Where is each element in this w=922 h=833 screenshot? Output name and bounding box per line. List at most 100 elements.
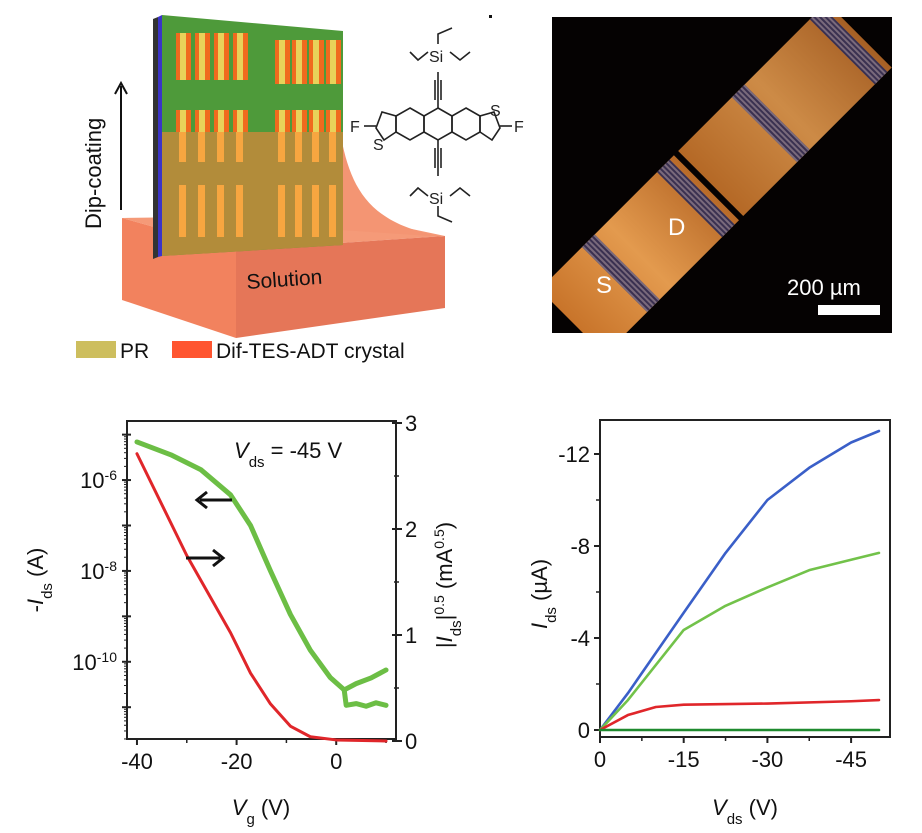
photoresist-stripe — [296, 40, 302, 84]
vds-annotation-part: ds — [249, 454, 265, 471]
output-series-red — [598, 698, 881, 732]
transfer-left-axis-label-part: (A) — [23, 548, 48, 583]
arrow-head — [212, 548, 226, 568]
x-tick-label-part: -40 — [121, 749, 153, 774]
submerged-electrode — [329, 132, 336, 162]
x-tick-label: 0 — [330, 749, 342, 774]
transfer-series — [134, 439, 389, 743]
electrode-array-submerged — [179, 132, 336, 237]
transfer-left-axis-label-part: ds — [39, 583, 56, 599]
molecule-atom-labels: Si Si F F S S — [350, 49, 524, 208]
photoresist-stripe — [313, 40, 319, 84]
output-y-axis-label-part: I — [527, 623, 552, 629]
y-tick-label: -8 — [570, 534, 590, 559]
atom-si-bottom: Si — [429, 191, 443, 208]
output-labels: 0 -4 -8 -12 0 -15 -30 -45 Vds (V) Ids (µA) — [527, 442, 867, 828]
photoresist-stripe — [199, 110, 205, 132]
output-series-light-green — [598, 551, 881, 732]
transfer-plot-frame — [126, 420, 397, 740]
stray-dot — [489, 15, 492, 18]
transfer-right-axis-label-part: 0.5 — [431, 529, 447, 549]
crystal-strip-lower — [552, 155, 739, 333]
x-tick-label-part: 0 — [594, 747, 606, 772]
transfer-left-axis-label-part: I — [23, 599, 48, 605]
submerged-electrode — [217, 132, 224, 162]
solution-label: Solution — [246, 266, 323, 294]
transfer-series-3 — [135, 452, 388, 743]
output-x-axis-label-part: ds — [727, 811, 743, 828]
submerged-electrode — [198, 185, 205, 237]
photoresist-stripe — [237, 110, 243, 132]
vds-annotation: Vds = -45 V — [234, 438, 343, 471]
photoresist-stripe — [218, 33, 224, 80]
atom-s-left: S — [373, 137, 384, 154]
output-axes — [594, 419, 891, 743]
transfer-right-axis-label-part: 0.5 — [431, 595, 447, 615]
crystal-strip-upper — [678, 17, 892, 217]
submerged-electrode — [217, 185, 224, 237]
transfer-left-axis-label: -Ids (A) — [23, 548, 56, 613]
y-tick-label-part: -8 — [570, 534, 590, 559]
x-tick-label: -45 — [835, 747, 867, 772]
scale-bar — [818, 305, 880, 315]
channel-2 — [656, 159, 735, 238]
vds-annotation-part: V — [234, 438, 251, 463]
y-tick-label-part: 0 — [578, 718, 590, 743]
left-tick-label-part: -6 — [105, 467, 118, 483]
photoresist-stripe — [279, 110, 285, 132]
submerged-electrode — [179, 185, 186, 237]
transfer-left-axis-label-part: - — [23, 605, 48, 612]
transfer-right-axis-label-part: I — [432, 636, 457, 642]
submerged-electrode — [312, 185, 319, 237]
right-tick-label-part: 3 — [405, 411, 417, 436]
submerged-electrode — [312, 132, 319, 162]
left-tick-label: 10-6 — [80, 467, 117, 493]
dif-tes-adt-molecule — [364, 27, 512, 223]
vds-annotation-part: = -45 V — [265, 438, 343, 463]
submerged-electrode — [236, 185, 243, 237]
right-tick-label-part: 1 — [405, 623, 417, 648]
x-tick-label-part: -15 — [668, 747, 700, 772]
x-tick-label-part: -45 — [835, 747, 867, 772]
x-tick-label-part: -20 — [221, 749, 253, 774]
left-tick-label-part: 10 — [72, 650, 96, 675]
submerged-electrode — [295, 185, 302, 237]
legend-label-pr: PR — [120, 340, 149, 363]
transfer-right-axis-label-part: ) — [432, 522, 457, 529]
submerged-electrode — [278, 185, 285, 237]
polarized-optical-micrograph: S D 200 µm — [552, 17, 892, 333]
channel-4 — [809, 17, 888, 85]
output-y-axis-label: Ids (µA) — [527, 559, 560, 629]
right-tick-label: 2 — [405, 517, 417, 542]
submerged-electrode — [198, 132, 205, 162]
output-y-axis-label-part: (µA) — [527, 559, 552, 607]
transfer-right-axis-label: |Ids|0.5 (mA0.5) — [431, 522, 465, 648]
output-x-axis-label-part: (V) — [743, 795, 778, 820]
arrow-left-to-log-axis — [194, 490, 232, 510]
photoresist-stripe — [330, 110, 336, 132]
output-y-axis-label-part: ds — [543, 607, 560, 623]
legend-label-crystal: Dif-TES-ADT crystal — [216, 340, 405, 363]
atom-f-left: F — [350, 119, 360, 136]
channel-1 — [581, 234, 660, 313]
transfer-right-axis-label-part: | — [432, 642, 457, 648]
transfer-x-axis-label-part: V — [232, 795, 249, 820]
submerged-electrode — [236, 132, 243, 162]
x-tick-label: -40 — [121, 749, 153, 774]
submerged-electrode — [179, 132, 186, 162]
source-label: S — [596, 272, 612, 299]
photoresist-stripe — [180, 33, 186, 80]
transfer-x-axis-label: Vg (V) — [232, 795, 290, 828]
y-tick-label: -4 — [570, 626, 590, 651]
transfer-series-0 — [134, 439, 347, 693]
arrow-right-to-sqrt-axis — [186, 548, 226, 568]
output-curve-chart: 0 -4 -8 -12 0 -15 -30 -45 Vds (V) Ids (µA) — [527, 419, 891, 828]
y-tick-label-part: -12 — [558, 442, 590, 467]
left-tick-label-part: -8 — [105, 558, 118, 574]
legend-swatch-pr — [76, 341, 116, 358]
x-tick-label: -30 — [752, 747, 784, 772]
dip-coating-label: Dip-coating — [81, 118, 106, 229]
photoresist-stripe — [199, 33, 205, 80]
transfer-series-1 — [341, 667, 389, 693]
x-tick-label: -20 — [221, 749, 253, 774]
